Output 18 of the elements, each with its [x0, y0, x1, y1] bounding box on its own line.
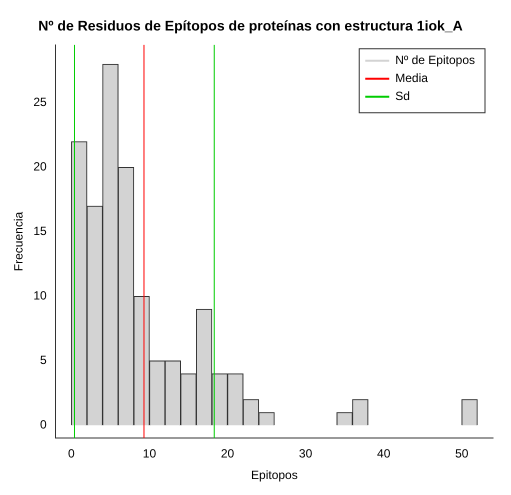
legend-label: Media [395, 71, 428, 86]
x-tick-label: 0 [68, 446, 76, 461]
x-tick-label: 40 [377, 446, 391, 461]
y-tick-label: 20 [33, 160, 48, 174]
x-axis-title: Epitopos [251, 468, 298, 482]
y-tick-label: 10 [33, 288, 48, 303]
legend-label: Sd [395, 89, 410, 104]
x-tick-label: 20 [220, 446, 235, 461]
y-tick-label: 0 [40, 418, 48, 432]
y-tick-label: 25 [33, 95, 48, 110]
x-tick-label: 10 [142, 446, 156, 461]
y-tick-label: 15 [33, 224, 48, 238]
legend-label: Nº de Epitopos [395, 53, 475, 68]
chart-title: Nº de Residuos de Epítopos de proteínas con estructura 1iok_A [38, 17, 463, 34]
x-tick-label: 30 [298, 446, 313, 461]
x-tick-label: 50 [455, 446, 469, 461]
y-axis-title: Frecuencia [12, 212, 26, 272]
y-tick-label: 5 [40, 353, 48, 368]
